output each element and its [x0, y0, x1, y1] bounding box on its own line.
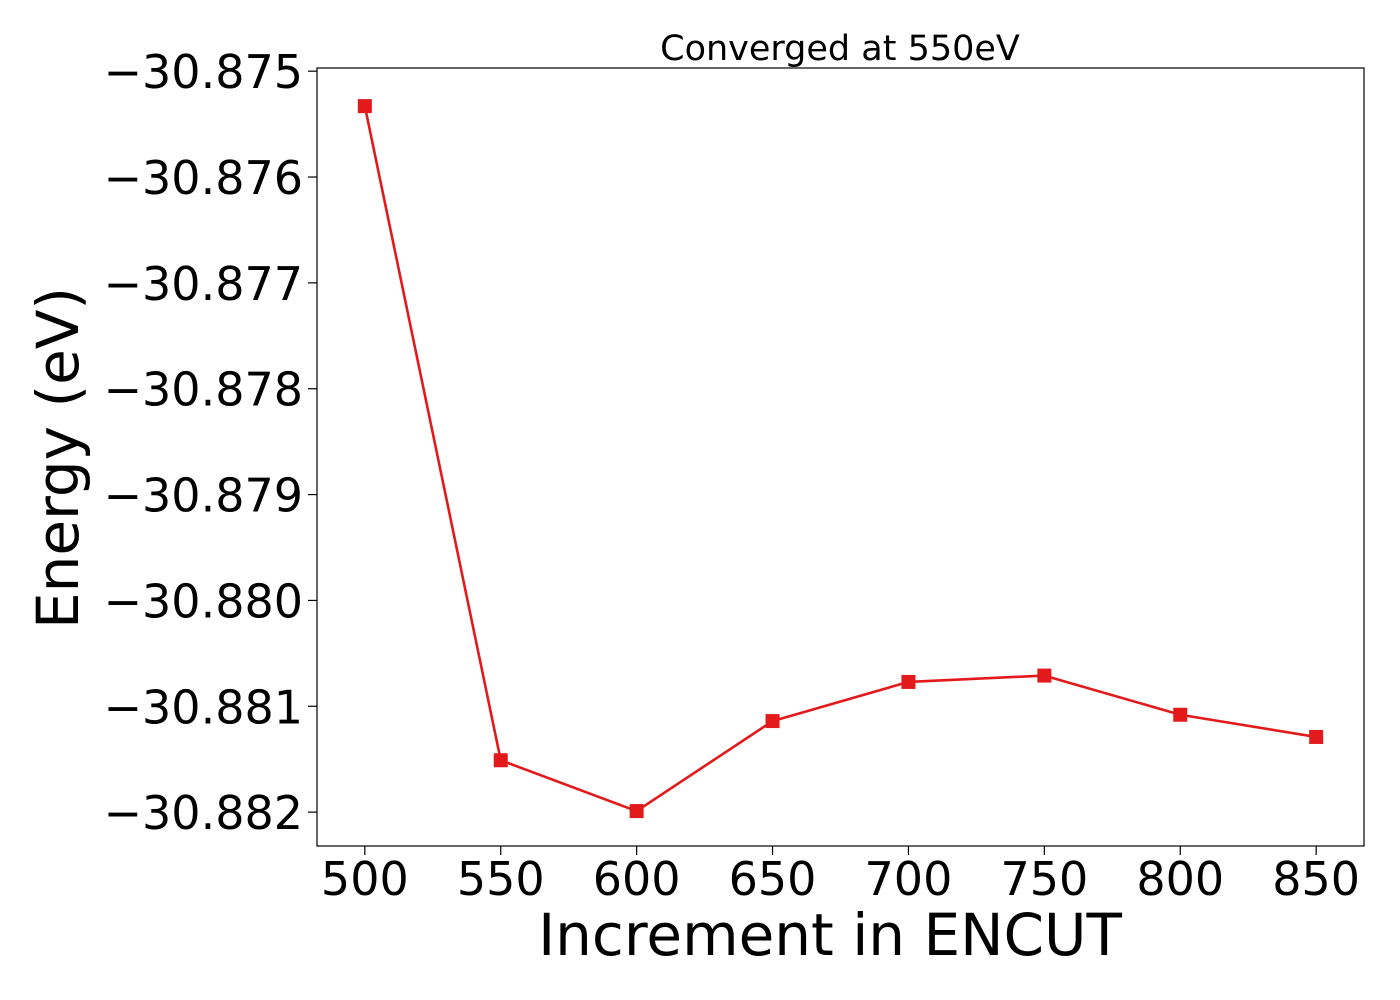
y-tick-label: −30.881 [104, 680, 304, 734]
y-axis-title: Energy (eV) [24, 287, 92, 629]
series-line [363, 105, 1317, 813]
data-point-marker [1037, 668, 1052, 683]
x-tick-label: 550 [457, 852, 545, 906]
x-tick-label: 700 [865, 852, 953, 906]
data-point-marker [493, 753, 508, 768]
x-tick-label: 650 [729, 852, 817, 906]
x-tick-label: 600 [593, 852, 681, 906]
chart-title: Converged at 550eV [660, 29, 1020, 69]
plot-area [316, 67, 1365, 847]
y-tick-label: −30.878 [104, 363, 304, 417]
y-tick-label: −30.880 [104, 574, 304, 628]
y-tick-label: −30.876 [104, 151, 304, 205]
y-tick-label: −30.879 [104, 469, 304, 523]
data-point-marker [357, 99, 372, 114]
y-tick-label: −30.875 [104, 45, 304, 99]
x-tick-label: 500 [321, 852, 409, 906]
y-axis-ticks: −30.875 −30.876 −30.877 −30.878 −30.879 −30.8… [104, 45, 317, 840]
data-point-marker [1309, 729, 1324, 744]
data-point-marker [765, 714, 780, 729]
x-tick-label: 800 [1136, 852, 1224, 906]
x-axis-title: Increment in ENCUT [538, 901, 1122, 969]
y-tick-label: −30.882 [104, 786, 304, 840]
y-tick-label: −30.877 [104, 257, 304, 311]
x-tick-label: 850 [1272, 852, 1360, 906]
data-point-marker [901, 674, 916, 689]
x-tick-label: 750 [1000, 852, 1088, 906]
series-layer [357, 99, 1324, 819]
x-axis-ticks: 500 550 600 650 700 750 800 850 [321, 846, 1360, 906]
data-point-marker [629, 804, 644, 819]
data-point-marker [1173, 707, 1188, 722]
